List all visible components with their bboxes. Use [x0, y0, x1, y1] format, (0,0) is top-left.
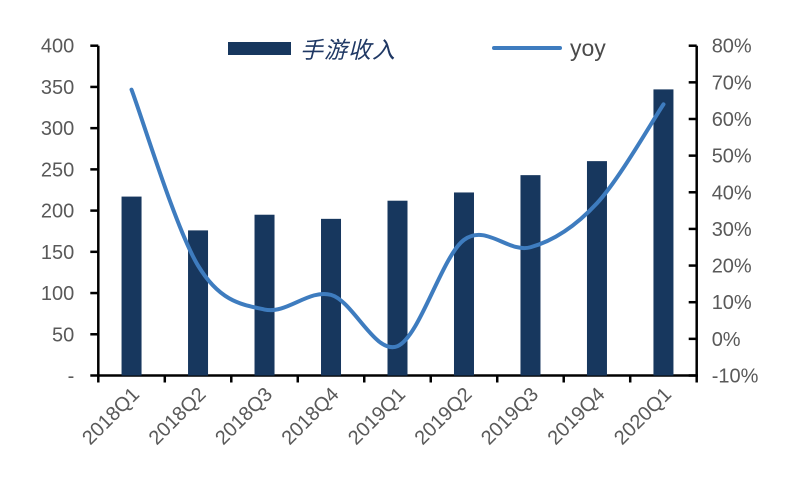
bar-2020Q1 — [653, 89, 674, 376]
svg-text:350: 350 — [41, 77, 74, 99]
svg-text:-: - — [68, 366, 75, 388]
legend-item-yoy: yoy — [492, 34, 606, 61]
svg-text:2019Q3: 2019Q3 — [477, 383, 543, 449]
svg-text:2019Q1: 2019Q1 — [344, 383, 410, 449]
line-swatch-icon — [492, 46, 562, 50]
svg-text:400: 400 — [41, 36, 74, 58]
svg-text:2018Q4: 2018Q4 — [278, 383, 344, 449]
svg-text:2018Q1: 2018Q1 — [78, 383, 144, 449]
legend-item-revenue: 手游收入 — [228, 36, 396, 64]
svg-text:80%: 80% — [712, 36, 752, 58]
svg-text:2019Q4: 2019Q4 — [544, 383, 610, 449]
svg-text:200: 200 — [41, 201, 74, 223]
bar-swatch-icon — [228, 41, 291, 55]
svg-text:-10%: -10% — [712, 366, 759, 388]
svg-text:2018Q3: 2018Q3 — [211, 383, 277, 449]
svg-text:2019Q2: 2019Q2 — [411, 383, 477, 449]
svg-text:250: 250 — [41, 159, 74, 181]
svg-text:50%: 50% — [712, 146, 752, 168]
svg-text:60%: 60% — [712, 109, 752, 131]
svg-text:150: 150 — [41, 242, 74, 264]
bar-2018Q1 — [121, 196, 142, 376]
svg-text:300: 300 — [41, 118, 74, 140]
svg-text:70%: 70% — [712, 72, 752, 94]
svg-text:20%: 20% — [712, 256, 752, 278]
svg-text:0%: 0% — [712, 329, 741, 351]
svg-text:30%: 30% — [712, 219, 752, 241]
bar-2018Q3 — [254, 214, 275, 376]
svg-text:2020Q1: 2020Q1 — [610, 383, 676, 449]
bar-2018Q4 — [321, 218, 342, 376]
bar-2019Q3 — [520, 175, 541, 376]
legend-label-revenue: 手游收入 — [300, 38, 396, 64]
bar-2019Q2 — [453, 192, 474, 376]
svg-text:50: 50 — [52, 324, 74, 346]
yoy-line — [129, 87, 666, 350]
svg-text:10%: 10% — [712, 292, 752, 314]
svg-text:40%: 40% — [712, 182, 752, 204]
svg-text:2018Q2: 2018Q2 — [145, 383, 211, 449]
bar-2018Q2 — [188, 230, 209, 376]
svg-text:100: 100 — [41, 283, 74, 305]
bar-2019Q1 — [387, 200, 408, 376]
legend-label-yoy: yoy — [570, 34, 606, 61]
bar-2019Q4 — [586, 161, 607, 376]
